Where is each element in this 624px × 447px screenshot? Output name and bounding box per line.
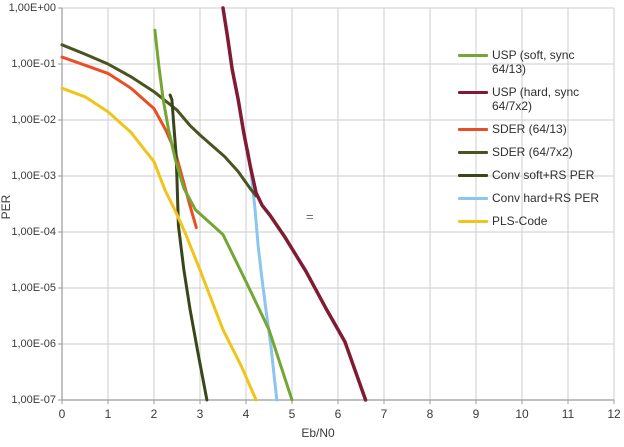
legend-swatch-conv-hard-rs: [458, 197, 488, 200]
x-tick-label: 10: [515, 407, 529, 421]
x-tick-label: 3: [196, 407, 204, 421]
y-tick-label: 1,00E-03: [11, 170, 56, 182]
x-tick-label: 9: [472, 407, 480, 421]
legend-label-conv-hard-rs: Conv hard+RS PER: [492, 191, 600, 205]
x-tick-label: 7: [380, 407, 388, 421]
y-tick-label: 1,00E-01: [11, 58, 56, 70]
legend-swatch-usp-hard: [458, 91, 488, 94]
legend-label-usp-hard: USP (hard, sync 64/7x2): [492, 85, 580, 113]
legend-swatch-conv-soft-rs: [458, 174, 488, 177]
equals-annotation: =: [306, 209, 314, 224]
series-line-sder-64-7x2: [60, 43, 258, 198]
x-tick-label: 6: [334, 407, 342, 421]
legend-swatch-sder-64-13: [458, 128, 488, 131]
x-tick-label: 12: [607, 407, 621, 421]
legend: USP (soft, sync 64/13) USP (hard, sync 6…: [458, 48, 610, 237]
series-line-conv-hard-rs-per: [246, 148, 279, 402]
axis-lines: [58, 7, 615, 404]
legend-label-usp-soft: USP (soft, sync 64/13): [492, 48, 575, 76]
y-axis-title: PER: [0, 194, 13, 220]
x-tick-label: 5: [288, 407, 296, 421]
legend-item-usp-hard: USP (hard, sync 64/7x2): [458, 85, 610, 113]
x-tick-label: 1: [104, 407, 112, 421]
legend-item-conv-soft-rs: Conv soft+RS PER: [458, 168, 610, 182]
gridlines: [61, 7, 615, 401]
series-line-pls-code: [60, 86, 258, 402]
y-tick-label: 1,00E-05: [11, 282, 56, 294]
legend-item-sder-64-7x2: SDER (64/7x2): [458, 145, 610, 159]
legend-item-conv-hard-rs: Conv hard+RS PER: [458, 191, 610, 205]
legend-item-sder-64-13: SDER (64/13): [458, 122, 610, 136]
x-tick-label: 2: [150, 407, 158, 421]
y-tick-label: 1,00E-06: [11, 338, 56, 350]
series-line-usp-hard-sync-64-7x2: [221, 6, 368, 402]
x-tick-label: 4: [242, 407, 250, 421]
legend-label-sder-64-7x2: SDER (64/7x2): [492, 145, 573, 159]
data-series: [60, 6, 368, 402]
legend-item-pls-code: PLS-Code: [458, 214, 610, 228]
legend-item-usp-soft: USP (soft, sync 64/13): [458, 48, 610, 76]
x-tick-label: 11: [561, 407, 575, 421]
y-tick-label: 1,00E-04: [11, 226, 56, 238]
y-tick-label: 1,00E-02: [11, 114, 56, 126]
legend-swatch-sder-64-7x2: [458, 151, 488, 154]
y-tick-label: 1,00E-07: [11, 394, 56, 406]
x-axis-title: Eb/N0: [301, 426, 335, 440]
x-tick-label: 8: [426, 407, 434, 421]
series-line-usp-soft-sync-64-13: [153, 28, 294, 402]
legend-label-sder-64-13: SDER (64/13): [492, 122, 567, 136]
legend-swatch-usp-soft: [458, 54, 488, 57]
x-tick-label: 0: [58, 407, 66, 421]
legend-label-pls-code: PLS-Code: [492, 214, 548, 228]
y-tick-label: 1,00E+00: [8, 2, 56, 14]
legend-label-conv-soft-rs: Conv soft+RS PER: [492, 168, 595, 182]
legend-swatch-pls-code: [458, 220, 488, 223]
series-line-conv-soft-rs-per: [168, 93, 209, 402]
